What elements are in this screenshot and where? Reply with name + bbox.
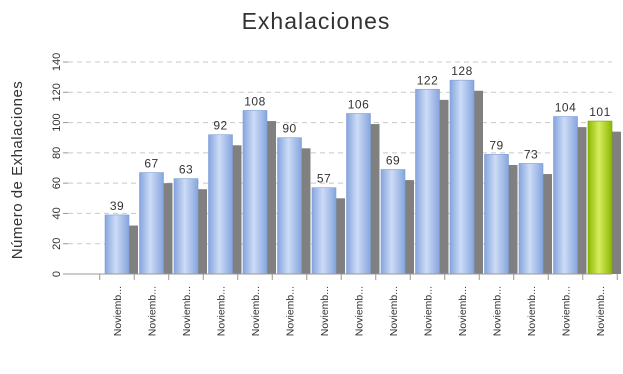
y-tick-label: 0 [51,271,63,277]
x-tick-label: Noviemb... [147,286,159,336]
y-tick-label: 100 [51,113,63,131]
bar [242,110,268,275]
bar [380,169,406,275]
data-label: 104 [555,101,577,115]
bar [311,187,337,275]
data-label: 67 [144,157,158,171]
y-tick-label: 40 [51,207,63,219]
x-tick-label: Noviemb... [216,286,228,336]
x-tick-label: Noviemb... [423,286,435,336]
data-label: 90 [282,122,296,136]
x-tick-label: Noviemb... [181,286,193,336]
data-label: 73 [524,147,538,161]
data-label: 92 [213,119,227,133]
axis-layer: 0 20 40 60 80 100 120 140 Noviemb... Noviemb... No… [51,53,618,336]
x-tick-label: Noviemb... [285,286,297,336]
bar [518,163,544,275]
data-label: 108 [244,94,266,108]
x-tick-label: Noviemb... [526,286,538,336]
data-label: 63 [179,163,193,177]
data-label: 79 [489,138,503,152]
bar [553,116,578,275]
data-label: 57 [317,172,331,186]
x-tick-label: Noviemb... [595,286,607,336]
bar [346,113,371,275]
data-label: 122 [417,73,439,87]
x-tick-label: Noviemb... [112,286,124,336]
data-label: 106 [348,97,370,111]
x-tick-label: Noviemb... [492,286,504,336]
y-tick-label: 120 [51,83,63,101]
y-tick-label: 80 [51,147,63,159]
y-tick-label: 140 [51,53,63,71]
data-label: 39 [110,199,124,213]
data-label: 128 [451,64,473,78]
y-tick-label: 20 [51,238,63,250]
x-tick-label: Noviemb... [319,286,331,336]
bar [449,79,475,275]
x-tick-label: Noviemb... [457,286,469,336]
chart-title: Exhalaciones [242,8,391,34]
y-axis-label: Número de Exhalaciones [9,81,26,260]
bar [173,178,199,275]
bar [587,120,613,275]
y-tick-label: 60 [51,177,63,189]
bar [104,214,130,275]
labels-layer: 39 67 63 92 108 90 57 106 69 122 128 79 73 104 101 [110,64,611,213]
bar [415,88,440,275]
bar [277,137,302,275]
x-tick-label: Noviemb... [250,286,262,336]
bar [208,134,233,275]
x-tick-label: Noviemb... [354,286,366,336]
data-label: 101 [589,105,611,119]
x-tick-label: Noviemb... [388,286,400,336]
bar [139,172,164,275]
x-tick-label: Noviemb... [561,286,573,336]
data-label: 69 [386,154,400,168]
bars-layer [104,79,621,275]
bar [484,154,509,275]
